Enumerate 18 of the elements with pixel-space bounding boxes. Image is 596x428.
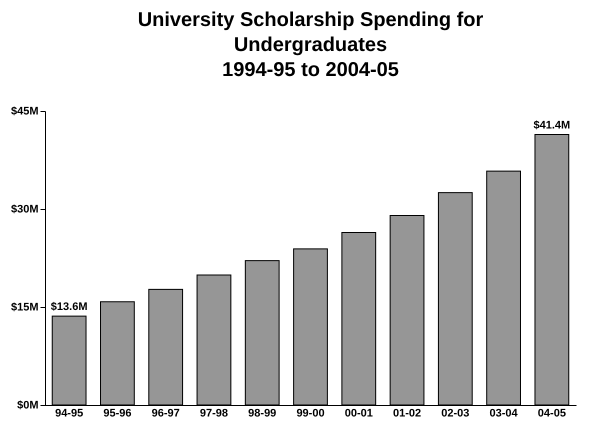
x-tick-label: 94-95 [55, 408, 84, 420]
y-tick-label: $0M [17, 400, 38, 412]
x-tick-label: 97-98 [200, 408, 228, 420]
data-label: $41.4M [534, 120, 570, 132]
y-tick-label: $30M [10, 204, 38, 216]
x-tick-label: 02-03 [441, 408, 470, 420]
x-tick-label: 98-99 [248, 408, 276, 420]
x-tick-label: 01-02 [392, 408, 422, 420]
data-label: $13.6M [50, 301, 88, 314]
x-tick-label: 04-05 [538, 408, 566, 420]
y-tick-label: $15M [10, 302, 38, 314]
x-tick-label: 99-00 [296, 408, 325, 420]
x-tick-label: 95-96 [103, 408, 132, 420]
y-tick-label: $45M [10, 106, 38, 118]
x-tick-label: 03-04 [490, 408, 519, 420]
x-tick-label: 96-97 [152, 408, 180, 420]
x-tick-label: 00-01 [344, 408, 373, 420]
chart-title: University Scholarship Spending for Undergraduates 1994-95 to 2004-05 [138, 9, 484, 81]
